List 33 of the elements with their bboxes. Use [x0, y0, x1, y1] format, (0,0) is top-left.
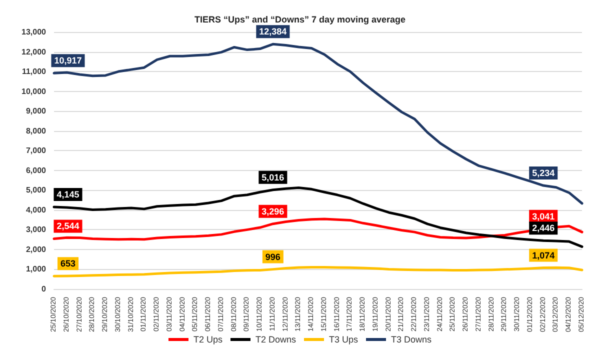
y-tick-label: 3,000 — [26, 225, 47, 234]
legend-label: T2 Ups — [193, 334, 223, 344]
data-label: 3,041 — [532, 211, 555, 222]
line-series — [52, 186, 584, 248]
y-tick-label: 4,000 — [26, 205, 47, 214]
data-label: 3,296 — [262, 206, 284, 216]
y-tick-label: 7,000 — [26, 146, 47, 156]
y-tick-label: 1,000 — [26, 264, 47, 274]
y-tick-label: 5,000 — [26, 186, 47, 195]
y-tick-label: 10,000 — [22, 86, 47, 96]
y-tick-label: 12,000 — [22, 47, 47, 56]
data-label: 5,016 — [262, 172, 284, 182]
y-tick-label: 11,000 — [22, 67, 47, 76]
data-label: 2,544 — [56, 221, 80, 232]
y-tick-label: 13,000 — [22, 28, 47, 36]
data-label: 653 — [60, 258, 76, 269]
data-label: 4,145 — [56, 190, 80, 200]
data-label: 5,234 — [532, 168, 555, 178]
y-tick-label: 9,000 — [26, 106, 47, 116]
data-label: 12,384 — [259, 26, 287, 37]
data-label: 10,917 — [54, 56, 82, 66]
y-tick-label: 0 — [42, 284, 47, 294]
legend-label: T3 Ups — [329, 334, 359, 344]
y-tick-label: 8,000 — [26, 126, 47, 136]
legend-label: T3 Downs — [391, 334, 432, 344]
line-series — [52, 42, 584, 205]
line-series — [52, 266, 584, 278]
data-label: 996 — [265, 252, 280, 262]
data-label: 1,074 — [532, 250, 555, 260]
legend-label: T2 Downs — [255, 334, 296, 344]
y-tick-label: 6,000 — [26, 166, 47, 175]
y-tick-label: 2,000 — [26, 244, 47, 254]
chart-title: TIERS “Ups” and “Downs” 7 day moving average — [194, 14, 406, 24]
